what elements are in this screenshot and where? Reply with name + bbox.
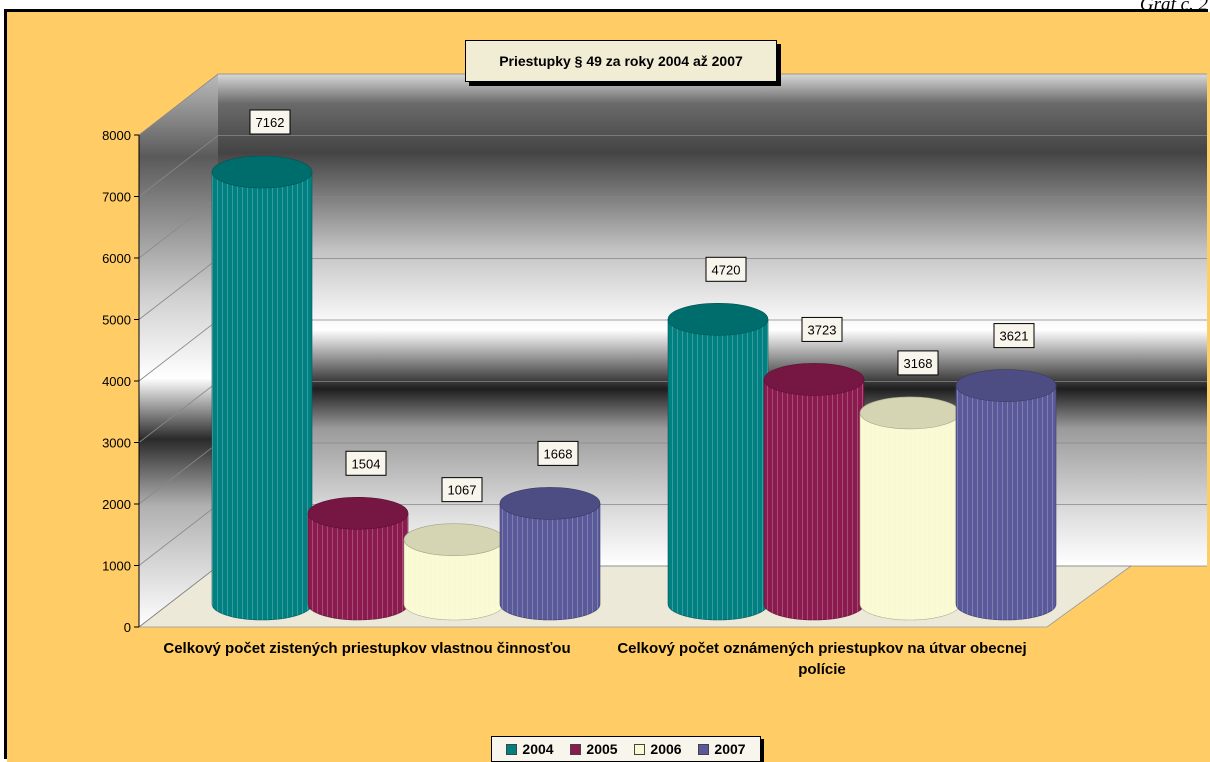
bar-2006-cat1-top <box>403 523 505 556</box>
y-tick-label: 6000 <box>102 251 131 266</box>
legend: 2004 2005 2006 2007 <box>491 736 761 762</box>
y-tick-label: 3000 <box>102 436 131 451</box>
chart-title: Priestupky § 49 za roky 2004 až 2007 <box>465 40 777 82</box>
data-label-box-2004-cat1 <box>249 109 291 135</box>
y-tick-label: 5000 <box>102 313 131 328</box>
bar-2005-cat1-top <box>307 496 409 530</box>
bar-2007-cat2-top <box>955 369 1057 402</box>
legend-swatch-2006 <box>634 743 646 755</box>
data-label-box-2004-cat2 <box>705 256 747 282</box>
legend-swatch-2005 <box>570 743 582 755</box>
chart-frame: 0 1000 2000 3000 4000 5000 6000 7000 8000 7162 150… <box>4 9 1210 762</box>
bar-2006-cat2-top <box>859 396 961 430</box>
data-label-2004-cat1: 7162 <box>256 115 285 130</box>
bar-2007-cat1-texture <box>500 503 600 620</box>
legend-label-2005: 2005 <box>586 741 618 757</box>
data-label-2005-cat1: 1504 <box>352 456 381 471</box>
bar-2007-cat1-top <box>499 487 601 520</box>
legend-item-2004: 2004 <box>506 741 554 757</box>
gridline <box>138 135 1207 197</box>
data-label-2004-cat2: 4720 <box>712 262 741 277</box>
bar-2004-cat1-texture <box>212 172 312 620</box>
bar-2005-cat1-texture <box>308 513 408 620</box>
bar-2004-cat2-top <box>667 302 769 336</box>
data-label-2006-cat1: 1067 <box>448 483 477 498</box>
legend-label-2006: 2006 <box>650 741 682 757</box>
bar-2004-cat2-texture <box>668 319 768 620</box>
y-tick-label: 0 <box>124 620 131 635</box>
bar-2006-cat1-texture <box>404 539 504 620</box>
bar-2004-cat1-top <box>211 155 313 189</box>
y-tick-label: 4000 <box>102 374 131 389</box>
data-label-box-2006-cat1 <box>441 477 483 503</box>
data-label-2007-cat2: 3621 <box>1000 329 1029 344</box>
legend-item-2006: 2006 <box>634 741 682 757</box>
y-tick-label: 1000 <box>102 559 131 574</box>
y-tick-label: 2000 <box>102 497 131 512</box>
legend-item-2005: 2005 <box>570 741 618 757</box>
data-label-box-2007-cat2 <box>993 323 1035 349</box>
chart-area: 0 1000 2000 3000 4000 5000 6000 7000 8000 7162 150… <box>7 12 1210 762</box>
bar-2006-cat2-texture <box>860 412 960 620</box>
y-tick-label: 7000 <box>102 190 131 205</box>
data-label-2006-cat2: 3168 <box>904 356 933 371</box>
gridline <box>138 73 1207 136</box>
bar-2005-cat2-top <box>763 363 865 396</box>
category-label-1: Celkový počet zistených priestupkov vlas… <box>163 640 571 657</box>
data-label-box-2005-cat2 <box>801 316 843 342</box>
y-tick-label: 8000 <box>102 128 131 143</box>
data-label-box-2005-cat1 <box>345 450 387 476</box>
data-label-2007-cat1: 1668 <box>544 446 573 461</box>
data-label-box-2007-cat1 <box>537 440 579 466</box>
data-label-2005-cat2: 3723 <box>808 322 837 337</box>
bar-2007-cat2-texture <box>956 385 1056 620</box>
bar-2005-cat2-texture <box>764 379 864 620</box>
legend-item-2007: 2007 <box>698 741 746 757</box>
legend-label-2007: 2007 <box>714 741 746 757</box>
legend-swatch-2007 <box>698 743 710 755</box>
legend-label-2004: 2004 <box>522 741 554 757</box>
category-label-2: Celkový počet oznámených priestupkov na … <box>617 640 1027 678</box>
data-label-box-2006-cat2 <box>897 350 939 376</box>
legend-swatch-2004 <box>506 743 518 755</box>
